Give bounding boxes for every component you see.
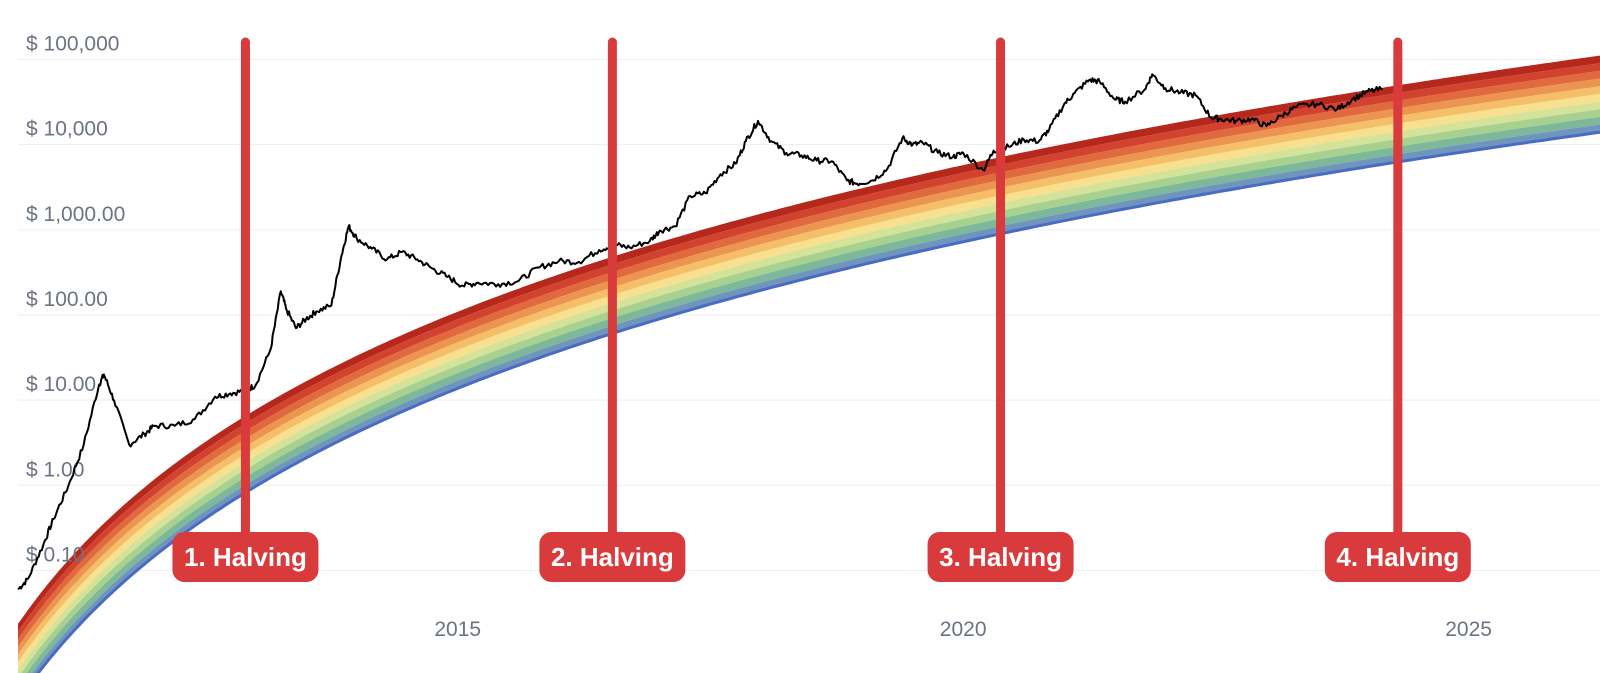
halving-label-3: 3. Halving <box>939 542 1062 572</box>
x-axis-ticks: 2015 2020 2025 <box>434 618 1492 641</box>
y-tick-label-1: $ 10,000 <box>26 118 108 141</box>
y-tick-label-4: $ 10.00 <box>26 373 96 396</box>
halving-label-2: 2. Halving <box>551 542 674 572</box>
halving-badge-1 <box>172 532 319 582</box>
rainbow-bottom-line <box>36 130 1600 673</box>
rainbow-band-5 <box>18 93 1600 670</box>
rainbow-bands <box>18 55 1600 673</box>
halving-label-1: 1. Halving <box>184 542 307 572</box>
halving-badge-3 <box>927 532 1074 582</box>
x-tick-label-2: 2025 <box>1445 618 1492 641</box>
y-tick-label-5: $ 1.00 <box>26 458 84 481</box>
rainbow-band-7 <box>21 109 1600 673</box>
x-tick-label-1: 2020 <box>940 618 987 641</box>
y-axis-ticks: $ 100,000 $ 10,000 $ 1,000.00 $ 100.00 $ 10.… <box>26 33 125 567</box>
rainbow-band-8 <box>26 116 1600 673</box>
halving-label-4: 4. Halving <box>1336 542 1459 572</box>
halving-annotations: 1. Halving 2. Halving 3. Halving 4. Halving <box>172 37 1471 582</box>
x-tick-label-0: 2015 <box>434 618 481 641</box>
y-tick-label-2: $ 1,000.00 <box>26 203 125 226</box>
y-tick-label-0: $ 100,000 <box>26 33 119 56</box>
halving-badge-2 <box>539 532 686 582</box>
y-tick-label-3: $ 100.00 <box>26 288 108 311</box>
halving-badge-4 <box>1324 532 1471 582</box>
y-tick-label-6: $ 0.10 <box>26 543 84 566</box>
